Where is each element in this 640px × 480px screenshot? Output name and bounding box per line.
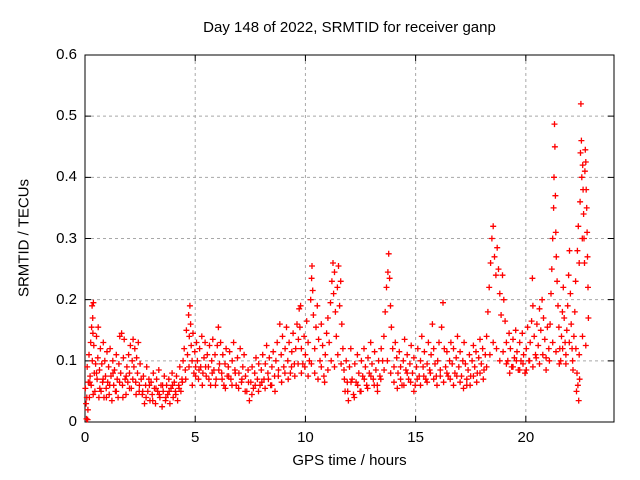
scatter-series-srmtid	[82, 100, 592, 423]
plot-border	[84, 54, 615, 423]
x-tick-label: 15	[407, 429, 424, 446]
y-tick-label: 0.6	[56, 46, 77, 63]
y-tick-label: 0.4	[56, 168, 77, 186]
y-tick-label: 0.3	[56, 229, 77, 247]
x-tick-label: 0	[80, 429, 90, 446]
x-tick-label: 10	[297, 429, 314, 446]
grid-lines	[85, 55, 614, 422]
y-tick-label: 0.1	[56, 351, 77, 369]
x-tick-label: 5	[191, 429, 200, 446]
y-axis-label: SRMTID / TECUs	[15, 178, 33, 298]
y-tick-label: 0.5	[56, 107, 77, 125]
x-axis-label: GPS time / hours	[292, 452, 407, 469]
chart-title: Day 148 of 2022, SRMTID for receiver gan…	[203, 19, 496, 36]
y-tick-label: 0.2	[56, 290, 77, 308]
y-tick-label: 0	[68, 413, 77, 430]
x-tick-label: 20	[517, 429, 535, 446]
